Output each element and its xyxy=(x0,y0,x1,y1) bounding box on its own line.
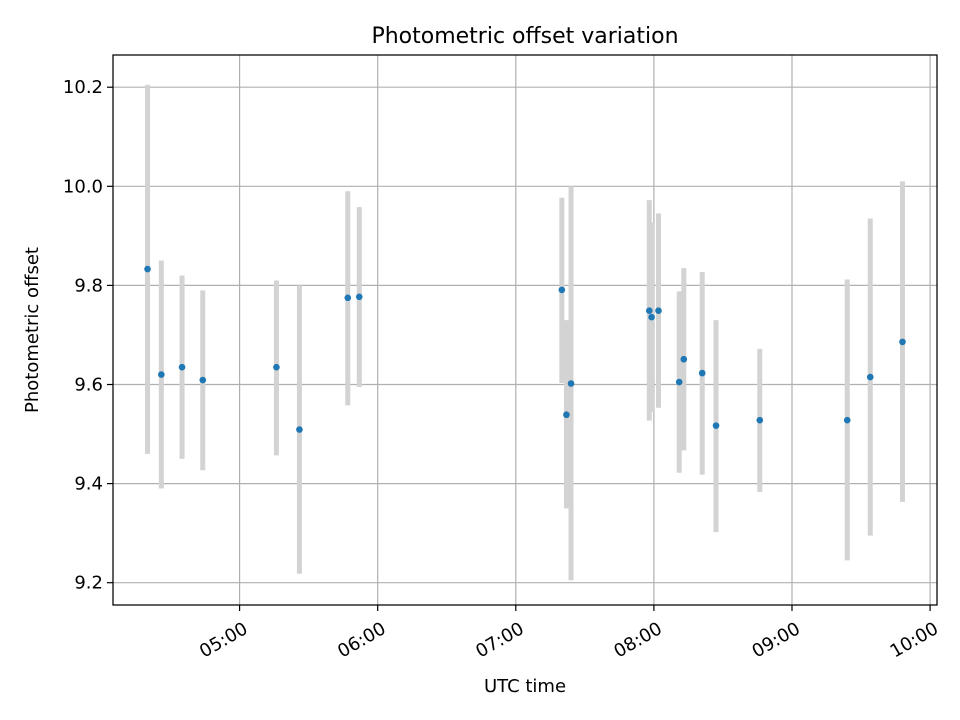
data-point xyxy=(712,422,720,429)
data-point xyxy=(567,380,575,387)
data-point xyxy=(843,416,851,424)
data-point xyxy=(158,371,165,378)
y-axis-label: Photometric offset xyxy=(22,247,43,413)
data-point xyxy=(645,307,653,314)
y-tick-label: 10.2 xyxy=(63,77,103,98)
data-point xyxy=(563,411,570,419)
data-point xyxy=(756,416,764,424)
y-tick-label: 9.4 xyxy=(74,474,103,495)
y-tick-label: 9.6 xyxy=(74,375,103,396)
data-point xyxy=(558,286,566,294)
data-point xyxy=(675,378,683,386)
data-point xyxy=(355,293,363,301)
data-point xyxy=(178,363,186,371)
data-point xyxy=(144,265,151,273)
data-point xyxy=(296,426,303,433)
grid xyxy=(113,55,937,605)
data-points xyxy=(144,265,906,433)
chart-title: Photometric offset variation xyxy=(371,24,678,49)
x-axis-label: UTC time xyxy=(484,676,566,697)
data-point xyxy=(680,355,688,363)
data-point xyxy=(698,369,706,377)
data-point xyxy=(344,294,352,302)
data-point xyxy=(199,376,207,384)
y-tick-label: 10.0 xyxy=(63,176,103,197)
data-point xyxy=(648,313,655,321)
plot-frame xyxy=(112,54,938,606)
data-point xyxy=(655,307,662,314)
data-point xyxy=(899,338,906,346)
data-point xyxy=(866,373,874,381)
y-tick-label: 9.8 xyxy=(74,275,103,296)
y-tick-label: 9.2 xyxy=(74,573,103,594)
data-point xyxy=(273,363,280,371)
